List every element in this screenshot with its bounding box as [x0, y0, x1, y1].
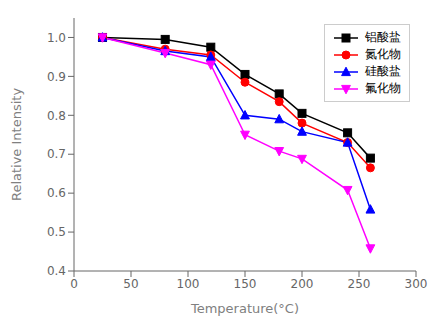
svg-text:Relative Intensity: Relative Intensity: [9, 88, 24, 201]
svg-text:0.4: 0.4: [47, 264, 66, 278]
html-text:氟化物: 氟化物: [365, 81, 401, 95]
svg-text:100: 100: [177, 277, 200, 291]
svg-text:250: 250: [348, 277, 371, 291]
svg-text:200: 200: [291, 277, 314, 291]
svg-text:Temperature(°C): Temperature(°C): [190, 301, 299, 316]
svg-text:0.8: 0.8: [47, 109, 66, 123]
svg-text:1.0: 1.0: [47, 31, 66, 45]
svg-text:300: 300: [405, 277, 428, 291]
html-text:氮化物: 氮化物: [365, 47, 401, 61]
svg-text:50: 50: [123, 277, 138, 291]
html-text:铝酸盐: 铝酸盐: [365, 30, 401, 44]
svg-text:0.7: 0.7: [47, 147, 66, 161]
svg-text:0: 0: [70, 277, 78, 291]
html-text:硅酸盐: 硅酸盐: [365, 64, 401, 78]
svg-text:0.9: 0.9: [47, 70, 66, 84]
svg-text:150: 150: [234, 277, 257, 291]
svg-text:0.5: 0.5: [47, 225, 66, 239]
svg-text:0.6: 0.6: [47, 186, 66, 200]
